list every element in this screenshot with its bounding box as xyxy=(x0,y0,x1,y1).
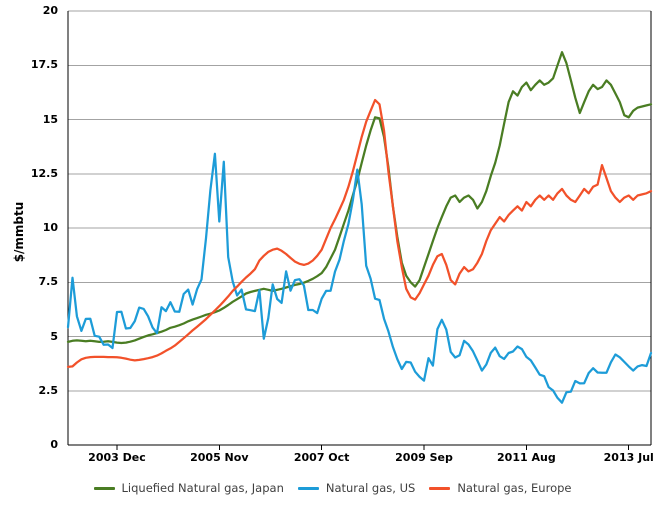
y-tick-label: 20 xyxy=(42,4,58,17)
line-japan xyxy=(66,51,653,345)
y-tick-label: 2.5 xyxy=(38,383,59,397)
y-tick-label: 5 xyxy=(50,329,58,343)
legend-line-swatch-europe xyxy=(429,486,451,490)
legend-line-swatch-japan xyxy=(93,486,115,490)
x-tick-label: 2003 Dec xyxy=(88,451,146,464)
legend: Liquefied Natural gas, Japan Natural gas,… xyxy=(0,477,665,499)
legend-item-us: Natural gas, US xyxy=(297,481,416,495)
y-tick-label: 10 xyxy=(42,221,58,234)
legend-label-europe: Natural gas, Europe xyxy=(457,481,572,495)
y-tick-label: 7.5 xyxy=(38,275,59,289)
y-tick-label: 0 xyxy=(50,438,58,451)
line-europe xyxy=(66,98,653,369)
y-tick-label: 12.5 xyxy=(30,166,58,180)
legend-item-japan: Liquefied Natural gas, Japan xyxy=(93,481,284,495)
line-us xyxy=(66,152,653,404)
legend-line-swatch-us xyxy=(297,486,319,490)
x-tick-label: 2013 Jul xyxy=(603,451,654,464)
x-tick-label: 2005 Nov xyxy=(190,451,249,464)
legend-label-us: Natural gas, US xyxy=(325,481,416,495)
legend-item-europe: Natural gas, Europe xyxy=(429,481,571,495)
y-tick-label: 15 xyxy=(42,112,58,126)
legend-label-japan: Liquefied Natural gas, Japan xyxy=(121,481,284,495)
y-tick-label: 17.5 xyxy=(30,58,58,72)
x-tick-label: 2009 Sep xyxy=(395,451,453,464)
x-tick-label: 2007 Oct xyxy=(293,451,350,464)
x-tick-label: 2011 Aug xyxy=(497,451,556,464)
